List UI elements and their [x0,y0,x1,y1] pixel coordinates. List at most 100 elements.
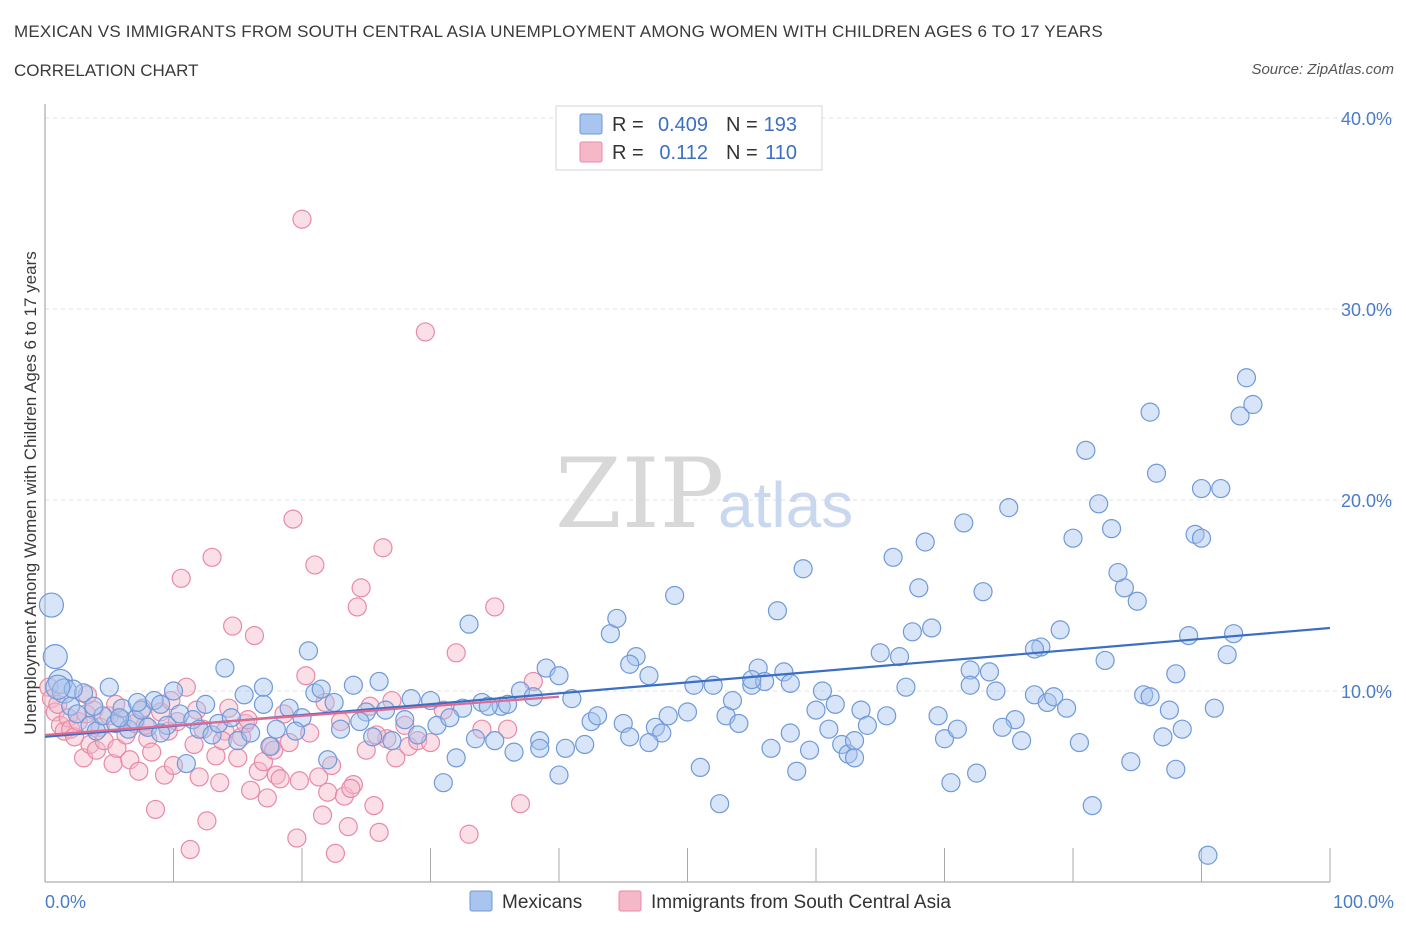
immigrants-point [279,732,299,753]
mexicans-point [1217,645,1237,665]
immigrants-point [223,616,243,636]
legend-n-label-2: N = [726,142,758,164]
mexicans-point [196,694,216,714]
mexicans-point [1050,620,1070,640]
mexicans-point [767,601,788,621]
mexicans-point [1011,731,1032,751]
immigrants-point [510,794,531,814]
mexicans-point [42,644,68,670]
mexicans-point [1191,478,1212,499]
mexicans-point [350,711,370,732]
mexicans-point [793,559,813,579]
grid-lines [45,117,1394,692]
mexicans-point [73,683,94,703]
mexicans-point [915,532,935,552]
mexicans-point [562,689,582,709]
immigrants-point [248,761,268,781]
immigrants-point [244,626,265,646]
mexicans-point [63,679,83,699]
mexicans-point [780,723,800,743]
legend-swatch-immigrants [618,890,642,912]
mexicans-point [253,677,274,697]
legend-r-label-2: R = [612,142,644,164]
mexicans-point [1089,494,1109,514]
mexicans-point [382,731,402,751]
mexicans-point [947,719,967,739]
immigrants-point [184,734,204,755]
mexicans-point [896,677,916,697]
immigrants-point [305,555,325,575]
mexicans-point [1024,639,1045,659]
mexicans-point [465,729,486,749]
mexicans-point [658,706,678,726]
mexicans-point [774,662,794,682]
trend-line-immigrants [44,695,560,737]
immigrants-point [498,719,518,739]
mexicans-point [639,666,659,686]
mexicans-point [549,666,569,686]
mexicans-point [620,654,640,674]
mexicans-point [986,681,1006,701]
immigrants-point [292,209,312,229]
y-tick-label: 20.0% [1341,491,1392,511]
mexicans-point [555,738,576,758]
immigrants-point [176,677,196,697]
mexicans-point [607,608,627,629]
mexicans-point [163,681,184,701]
mexicans-point [954,513,974,533]
mexicans-point [1146,463,1167,483]
mexicans-point [1179,626,1199,646]
immigrants-point [415,322,435,342]
mexicans-point [902,622,922,642]
mexicans-point [369,671,389,692]
mexicans-point [825,694,845,714]
mexicans-point [298,641,319,661]
immigrants-point [318,782,338,802]
y-tick-label: 10.0% [1341,682,1392,702]
mexicans-point [395,710,415,730]
legend-n-value-1: 193 [764,114,797,136]
immigrants-point [446,643,466,663]
mexicans-point [1153,727,1173,747]
mexicans-point [1140,402,1160,422]
mexicans-point [1198,845,1218,865]
mexicans-point [1172,719,1192,739]
immigrants-point [395,715,415,735]
mexicans-point [343,675,363,695]
mexicans-point [960,675,980,695]
immigrants-point [142,742,162,762]
mexicans-point [934,729,955,749]
mexicans-point [922,618,942,638]
mexicans-point [176,753,196,774]
immigrants-point [325,843,346,863]
immigrants-point [228,748,248,768]
immigrants-point [523,671,543,692]
mexicans-point [311,679,331,699]
y-tick-label: 40.0% [1341,109,1392,129]
immigrants-point [241,780,261,800]
correlation-legend: R = 0.409 N = 193 R = 0.112 N = 110 [555,105,823,171]
mexicans-point [877,706,897,726]
series-immigrants-points [39,209,543,863]
mexicans-point [1127,591,1147,611]
mexicans-point [1204,698,1224,718]
mexicans-point [652,723,672,743]
immigrants-point [341,778,361,799]
mexicans-point [330,719,351,739]
mexicans-point [710,794,730,814]
mexicans-point [844,731,865,751]
mexicans-point [626,647,646,667]
mexicans-point [1166,759,1186,779]
mexicans-point [151,694,171,714]
mexicans-point [202,725,222,745]
y-tick-label: 30.0% [1341,300,1392,320]
immigrants-point [364,795,384,816]
mexicans-point [1056,698,1077,718]
mexicans-point [620,727,640,747]
immigrants-point [266,765,286,785]
mexicans-point [761,738,781,758]
immigrants-point [145,799,166,820]
mexicans-point [1095,650,1115,671]
series-legend: Mexicans Immigrants from South Central A… [469,890,951,913]
